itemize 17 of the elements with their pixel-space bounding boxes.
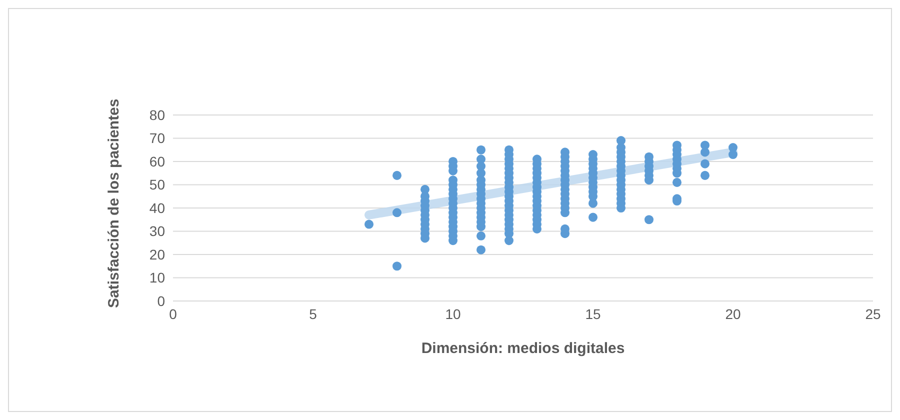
x-tick-label: 5 bbox=[309, 306, 318, 322]
x-tick-label: 10 bbox=[445, 306, 461, 322]
y-tick-label: 50 bbox=[149, 176, 166, 193]
y-tick-label: 0 bbox=[157, 292, 166, 309]
y-axis-title: Satisfacción de los pacientes bbox=[105, 98, 122, 308]
x-tick-label: 0 bbox=[169, 306, 178, 322]
x-tick-label: 20 bbox=[725, 306, 741, 322]
y-tick-label: 70 bbox=[149, 130, 166, 146]
y-tick-label: 10 bbox=[149, 270, 166, 286]
y-tick-label: 40 bbox=[149, 200, 166, 216]
y-tick-label: 80 bbox=[149, 106, 166, 123]
y-tick-label: 60 bbox=[149, 153, 166, 170]
x-axis-title: Dimensión: medios digitales bbox=[421, 340, 625, 357]
x-tick-label: 15 bbox=[585, 306, 601, 322]
y-tick-label: 30 bbox=[149, 223, 166, 240]
y-tick-label: 20 bbox=[149, 246, 166, 262]
x-tick-label: 25 bbox=[865, 306, 881, 322]
